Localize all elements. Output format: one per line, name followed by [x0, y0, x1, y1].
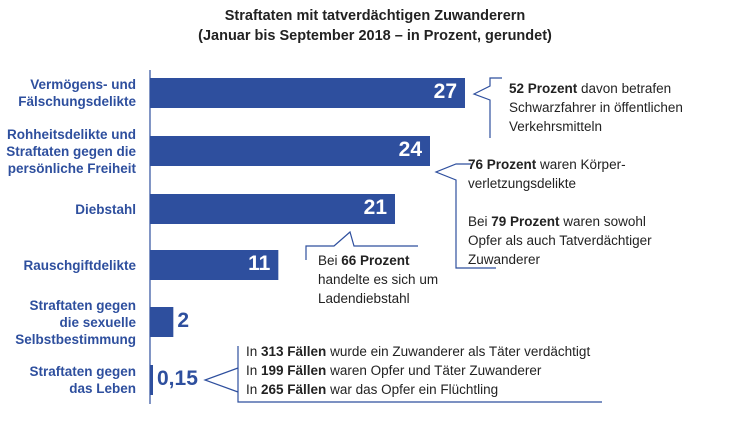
annotation-4: Bei 66 Prozent handelte es sich um Ladendi… [318, 251, 438, 308]
annotation-text: In [246, 382, 262, 397]
chart-subtitle: (Januar bis September 2018 – in Prozent,… [198, 28, 552, 44]
annotation-highlight: 52 Prozent [509, 81, 578, 96]
annotation-text: Opfer als auch Tatverdächtiger [468, 233, 652, 248]
annotation-line: Verkehrsmitteln [509, 117, 683, 136]
annotation-line: Ladendiebstahl [318, 289, 438, 308]
annotation-line: handelte es sich um [318, 270, 438, 289]
annotation-text: Bei [468, 214, 492, 229]
category-label-line: Straftaten gegen die [6, 143, 136, 159]
annotation-text: waren sowohl [559, 214, 646, 229]
annotation-highlight: 313 Fällen [261, 344, 327, 359]
bar-4 [150, 250, 279, 280]
callout-lines [203, 77, 602, 403]
annotation-text: In [246, 363, 262, 378]
annotation-line: Schwarzfahrer in öffentlichen [509, 98, 683, 117]
category-label-line: Rohheitsdelikte und [6, 126, 136, 142]
category-label-line: Fälschungsdelikte [18, 94, 136, 109]
bar-2 [150, 136, 430, 166]
callout-line-4 [305, 230, 418, 260]
category-label: Rohheitsdelikte und Straftaten gegen die p… [0, 126, 136, 177]
category-label: Straftaten gegen die sexuelle Selbstbestim… [0, 297, 136, 348]
annotation-line: verletzungsdelikte [468, 174, 626, 193]
annotation-text: Verkehrsmitteln [509, 119, 603, 134]
data-label: 21 [363, 196, 387, 219]
callout-pointer-5 [203, 367, 239, 393]
category-label-line: Diebstahl [75, 201, 136, 217]
callout-line-2 [434, 163, 496, 269]
annotation-line: In 199 Fällen waren Opfer und Täter Zuwa… [246, 361, 590, 380]
data-label: 24 [398, 138, 422, 161]
annotation-line: 76 Prozent waren Körper- [468, 155, 626, 174]
annotation-line: Zuwanderer [468, 250, 652, 269]
category-label-line: Straftaten gegen [29, 297, 136, 313]
bar-3 [150, 194, 395, 224]
category-label: Rauschgiftdelikte [0, 257, 136, 274]
annotation-line: In 313 Fällen wurde ein Zuwanderer als T… [246, 342, 590, 361]
annotation-text: Ladendiebstahl [318, 291, 410, 306]
annotation-line: Bei 66 Prozent [318, 251, 438, 270]
annotation-line: 52 Prozent davon betrafen [509, 79, 683, 98]
annotation-2: 76 Prozent waren Körper-verletzungsdelik… [468, 155, 626, 193]
category-label: Diebstahl [0, 201, 136, 218]
annotation-text: waren Körper- [536, 157, 626, 172]
annotation-text: davon betrafen [577, 81, 672, 96]
annotation-text: In [246, 344, 262, 359]
bar-5 [150, 307, 174, 337]
callout-line-5 [237, 346, 602, 403]
annotation-text: war das Opfer ein Flüchtling [326, 382, 499, 397]
bar-1 [150, 78, 465, 108]
chart-title: Straftaten mit tatverdächtigen Zuwandere… [224, 8, 526, 24]
annotation-highlight: 265 Fällen [261, 382, 327, 397]
annotation-text: verletzungsdelikte [468, 176, 577, 191]
annotation-5: In 313 Fällen wurde ein Zuwanderer als T… [246, 342, 590, 399]
data-label: 2 [177, 309, 190, 332]
annotation-text: wurde ein Zuwanderer als Täter verdächti… [326, 344, 591, 359]
callout-line-1 [472, 77, 502, 138]
category-label-line: Vermögens- und [30, 77, 136, 92]
bars-group [150, 78, 465, 395]
annotation-text: waren Opfer und Täter Zuwanderer [326, 363, 542, 378]
annotation-highlight: 199 Fällen [261, 363, 327, 378]
category-label-line: persönliche Freiheit [7, 160, 136, 176]
annotation-text: Schwarzfahrer in öffentlichen [509, 100, 683, 115]
annotation-highlight: 66 Prozent [341, 253, 410, 268]
category-label-line: das Leben [69, 381, 136, 396]
annotation-line: In 265 Fällen war das Opfer ein Flüchtli… [246, 380, 590, 399]
annotation-text: handelte es sich um [318, 272, 439, 287]
annotation-text: Bei [318, 253, 342, 268]
annotation-line: Bei 79 Prozent waren sowohl [468, 212, 652, 231]
category-label: Straftaten gegen das Leben [0, 363, 136, 397]
data-label: 0,15 [157, 367, 198, 390]
annotation-highlight: 79 Prozent [491, 214, 560, 229]
annotation-line: Opfer als auch Tatverdächtiger [468, 231, 652, 250]
category-label-line: Selbstbestimmung [15, 331, 136, 347]
category-label-line: Straftaten gegen [29, 364, 136, 379]
annotation-highlight: 76 Prozent [468, 157, 537, 172]
category-label: Vermögens- und Fälschungsdelikte [0, 76, 136, 110]
data-label: 11 [248, 252, 271, 275]
annotation-1: 52 Prozent davon betrafen Schwarzfahrer i… [509, 79, 683, 136]
annotation-text: Zuwanderer [468, 252, 541, 267]
bar-6 [150, 365, 153, 395]
category-label-line: die sexuelle [59, 314, 136, 330]
category-label-line: Rauschgiftdelikte [23, 257, 136, 273]
annotation-3: Bei 79 Prozent waren sowohl Opfer als auc… [468, 212, 652, 269]
data-label: 27 [433, 80, 457, 103]
